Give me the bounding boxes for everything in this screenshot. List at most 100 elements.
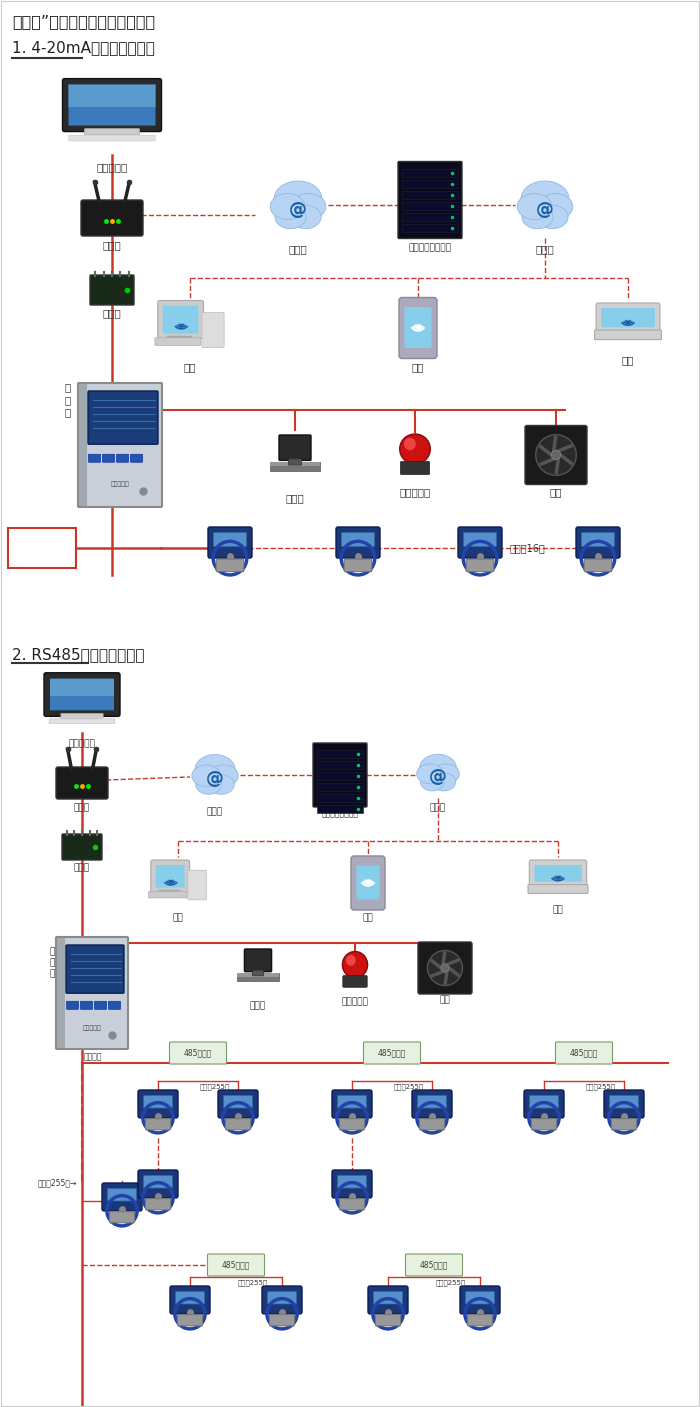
FancyBboxPatch shape: [253, 971, 263, 976]
FancyBboxPatch shape: [344, 559, 372, 571]
Text: 电磁阀: 电磁阀: [250, 1000, 266, 1010]
Text: 单机版电脑: 单机版电脑: [69, 739, 95, 749]
FancyBboxPatch shape: [50, 678, 114, 696]
FancyBboxPatch shape: [402, 190, 458, 198]
Ellipse shape: [433, 764, 459, 784]
FancyBboxPatch shape: [400, 461, 430, 474]
FancyBboxPatch shape: [156, 865, 185, 888]
Ellipse shape: [195, 754, 235, 785]
Text: 互联网: 互联网: [288, 243, 307, 255]
FancyBboxPatch shape: [148, 892, 187, 898]
Text: 声光报警器: 声光报警器: [400, 487, 430, 497]
FancyBboxPatch shape: [155, 338, 201, 345]
Circle shape: [552, 450, 561, 460]
Text: 机气猫”系列带显示固定式检测仪: 机气猫”系列带显示固定式检测仪: [12, 14, 155, 30]
FancyBboxPatch shape: [66, 1002, 78, 1009]
FancyBboxPatch shape: [337, 1175, 367, 1188]
Circle shape: [536, 435, 576, 476]
Ellipse shape: [522, 205, 553, 229]
FancyBboxPatch shape: [419, 1119, 445, 1130]
Text: 安帕尔网络服务器: 安帕尔网络服务器: [321, 809, 358, 817]
Text: 声光报警器: 声光报警器: [342, 998, 368, 1006]
FancyBboxPatch shape: [188, 870, 206, 900]
FancyBboxPatch shape: [317, 805, 363, 813]
FancyBboxPatch shape: [223, 1096, 253, 1107]
Text: 信号输出: 信号输出: [363, 532, 382, 542]
FancyBboxPatch shape: [417, 1096, 447, 1107]
FancyBboxPatch shape: [336, 528, 380, 559]
Text: 智慧控制机: 智慧控制机: [83, 1026, 102, 1031]
Text: 路由器: 路由器: [103, 241, 121, 250]
FancyBboxPatch shape: [398, 162, 462, 239]
FancyBboxPatch shape: [412, 1090, 452, 1119]
FancyBboxPatch shape: [130, 454, 143, 463]
Text: 安帕尔网络服务器: 安帕尔网络服务器: [409, 243, 452, 252]
FancyBboxPatch shape: [529, 860, 587, 886]
Text: 2. RS485信号连接系统图: 2. RS485信号连接系统图: [12, 647, 144, 663]
FancyBboxPatch shape: [468, 1314, 493, 1325]
FancyBboxPatch shape: [582, 532, 615, 546]
Ellipse shape: [270, 194, 304, 219]
FancyBboxPatch shape: [144, 1096, 172, 1107]
Ellipse shape: [291, 194, 326, 219]
Text: 电脑: 电脑: [183, 362, 196, 371]
Ellipse shape: [275, 205, 306, 229]
Text: 通
讯
线: 通 讯 线: [49, 947, 55, 979]
Text: 可连接255台: 可连接255台: [238, 1279, 268, 1286]
FancyBboxPatch shape: [402, 180, 458, 187]
FancyBboxPatch shape: [418, 943, 472, 993]
FancyBboxPatch shape: [144, 1175, 172, 1188]
FancyBboxPatch shape: [207, 1254, 265, 1276]
FancyBboxPatch shape: [50, 678, 114, 711]
Text: 通
讯
线: 通 讯 线: [65, 383, 71, 418]
FancyBboxPatch shape: [402, 224, 458, 232]
Text: 智慧控制机: 智慧控制机: [111, 481, 130, 487]
FancyBboxPatch shape: [69, 84, 155, 107]
Ellipse shape: [419, 754, 456, 782]
Text: 单机版电脑: 单机版电脑: [97, 162, 127, 172]
Text: 路由器: 路由器: [74, 803, 90, 812]
Text: 互联网: 互联网: [207, 808, 223, 816]
FancyBboxPatch shape: [170, 1286, 210, 1314]
FancyBboxPatch shape: [270, 461, 320, 471]
FancyBboxPatch shape: [534, 865, 582, 882]
Text: @: @: [429, 768, 447, 787]
FancyBboxPatch shape: [108, 1002, 120, 1009]
FancyBboxPatch shape: [109, 1211, 134, 1223]
FancyBboxPatch shape: [270, 1314, 295, 1325]
Text: 转换器: 转换器: [74, 862, 90, 872]
FancyBboxPatch shape: [62, 834, 102, 860]
FancyBboxPatch shape: [340, 1199, 365, 1210]
FancyBboxPatch shape: [556, 1043, 612, 1064]
Text: 可连接16个: 可连接16个: [510, 543, 546, 553]
Text: 1. 4-20mA信号连接系统图: 1. 4-20mA信号连接系统图: [12, 39, 155, 55]
FancyBboxPatch shape: [351, 855, 385, 910]
FancyBboxPatch shape: [56, 767, 108, 799]
FancyBboxPatch shape: [531, 1119, 556, 1130]
FancyBboxPatch shape: [163, 305, 199, 333]
FancyBboxPatch shape: [44, 673, 120, 716]
FancyBboxPatch shape: [576, 528, 620, 559]
Text: 可连接255台: 可连接255台: [436, 1279, 466, 1286]
Ellipse shape: [274, 182, 322, 217]
FancyBboxPatch shape: [8, 528, 76, 568]
FancyBboxPatch shape: [150, 860, 190, 892]
FancyBboxPatch shape: [244, 948, 272, 972]
Text: 手机: 手机: [363, 913, 373, 922]
FancyBboxPatch shape: [237, 974, 279, 981]
FancyBboxPatch shape: [460, 1286, 500, 1314]
FancyBboxPatch shape: [69, 84, 155, 125]
Text: 可连接255台: 可连接255台: [394, 1083, 424, 1089]
Text: 转换器: 转换器: [103, 308, 121, 318]
Text: 485中继器: 485中继器: [570, 1048, 598, 1058]
Ellipse shape: [420, 772, 444, 791]
FancyBboxPatch shape: [596, 303, 660, 332]
FancyBboxPatch shape: [363, 1043, 421, 1064]
Text: @: @: [206, 770, 224, 788]
Ellipse shape: [192, 765, 220, 787]
FancyBboxPatch shape: [81, 200, 143, 236]
FancyBboxPatch shape: [108, 1189, 136, 1202]
FancyBboxPatch shape: [146, 1199, 171, 1210]
Ellipse shape: [537, 205, 568, 229]
FancyBboxPatch shape: [337, 1096, 367, 1107]
